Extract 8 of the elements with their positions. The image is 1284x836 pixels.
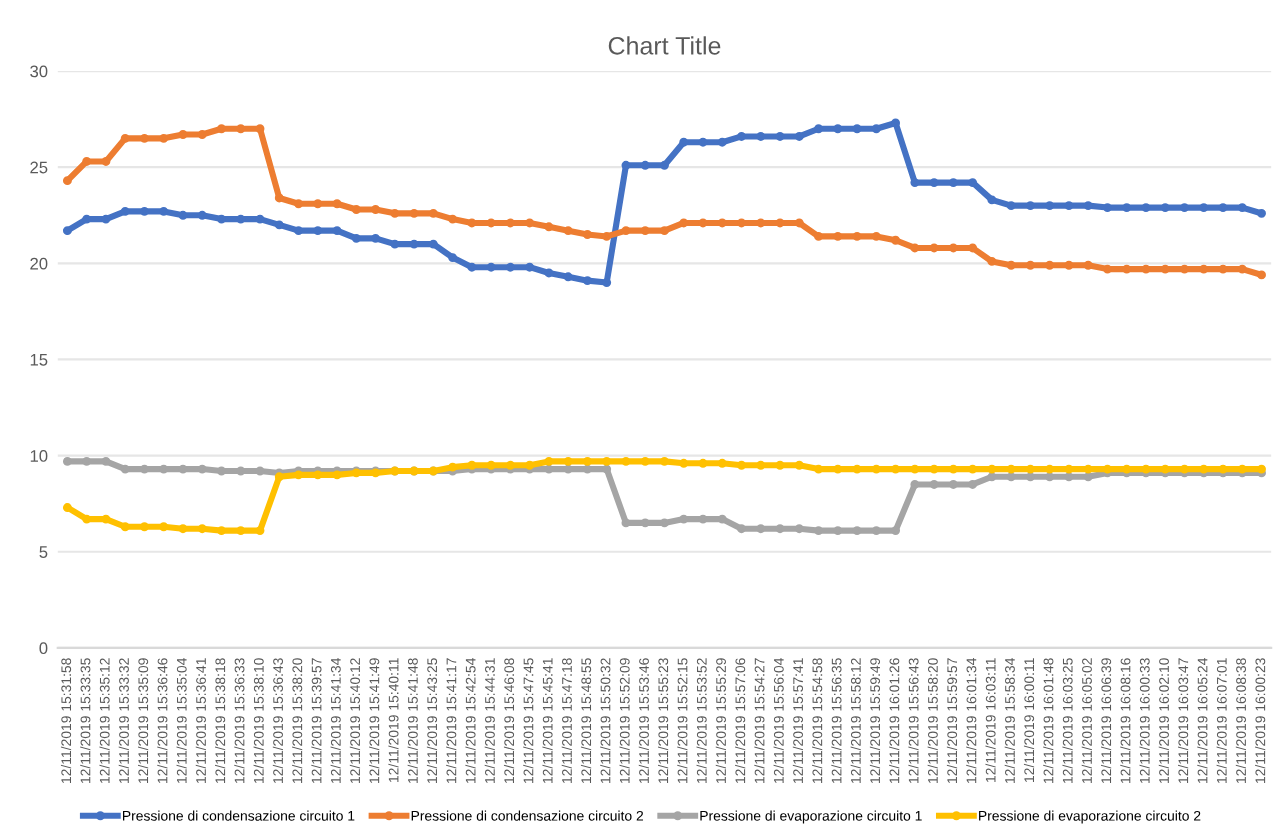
chart-title: Chart Title	[608, 36, 721, 55]
y-tick-label: 10	[30, 450, 48, 462]
y-tick-label: 5	[39, 546, 48, 558]
y-tick-label: 15	[30, 354, 48, 366]
y-tick-label: 0	[39, 642, 48, 655]
y-tick-label: 20	[30, 257, 48, 270]
y-tick-label: 30	[30, 65, 48, 78]
y-tick-label: 25	[30, 161, 48, 174]
